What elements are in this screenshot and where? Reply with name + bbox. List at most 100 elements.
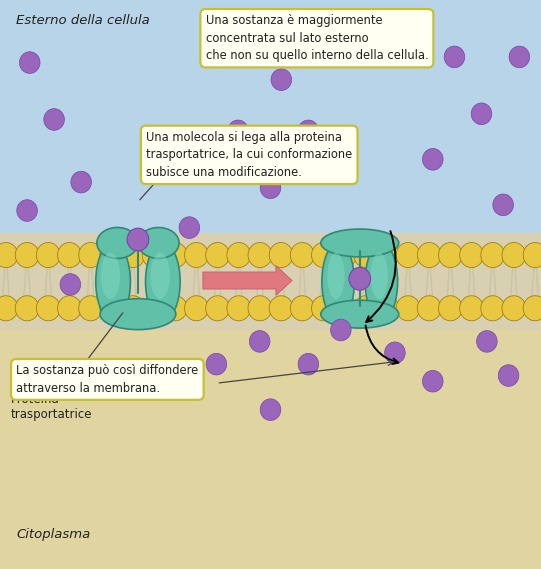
Circle shape — [269, 296, 293, 321]
Circle shape — [312, 296, 335, 321]
Circle shape — [312, 242, 335, 267]
Circle shape — [184, 242, 208, 267]
Circle shape — [17, 200, 37, 221]
Circle shape — [152, 376, 173, 398]
Circle shape — [249, 331, 270, 352]
Circle shape — [444, 46, 465, 68]
Circle shape — [100, 296, 124, 321]
Ellipse shape — [96, 243, 130, 320]
Circle shape — [349, 267, 371, 290]
Circle shape — [331, 319, 351, 341]
Circle shape — [423, 370, 443, 392]
Circle shape — [460, 242, 484, 267]
Circle shape — [100, 242, 124, 267]
Circle shape — [509, 46, 530, 68]
Circle shape — [354, 296, 378, 321]
Circle shape — [385, 342, 405, 364]
Circle shape — [260, 177, 281, 199]
Circle shape — [206, 353, 227, 375]
Circle shape — [439, 296, 463, 321]
Circle shape — [460, 296, 484, 321]
Circle shape — [417, 242, 441, 267]
Circle shape — [0, 296, 18, 321]
Ellipse shape — [371, 253, 388, 299]
Bar — [0, 282, 541, 569]
Circle shape — [184, 296, 208, 321]
Text: Citoplasma: Citoplasma — [16, 527, 90, 541]
Ellipse shape — [150, 253, 170, 299]
Circle shape — [523, 242, 541, 267]
Circle shape — [375, 296, 399, 321]
Circle shape — [206, 46, 227, 68]
Circle shape — [206, 242, 229, 267]
Circle shape — [333, 296, 357, 321]
Circle shape — [142, 242, 166, 267]
Circle shape — [396, 242, 420, 267]
Circle shape — [502, 296, 526, 321]
Text: Una sostanza è maggiormente
concentrata sul lato esterno
che non su quello inter: Una sostanza è maggiormente concentrata … — [206, 14, 428, 62]
Circle shape — [498, 365, 519, 386]
Circle shape — [375, 242, 399, 267]
Circle shape — [269, 242, 293, 267]
Circle shape — [477, 331, 497, 352]
Circle shape — [248, 296, 272, 321]
Circle shape — [333, 242, 357, 267]
Ellipse shape — [101, 253, 120, 299]
Circle shape — [354, 242, 378, 267]
Circle shape — [78, 296, 102, 321]
Circle shape — [481, 242, 505, 267]
Circle shape — [493, 194, 513, 216]
Ellipse shape — [146, 243, 180, 320]
Circle shape — [121, 296, 145, 321]
Text: La sostanza può così diffondere
attraverso la membrana.: La sostanza può così diffondere attraver… — [16, 364, 199, 395]
Ellipse shape — [327, 253, 345, 299]
Circle shape — [71, 171, 91, 193]
Circle shape — [502, 242, 526, 267]
Circle shape — [206, 296, 229, 321]
FancyArrow shape — [203, 266, 292, 295]
Ellipse shape — [365, 243, 398, 320]
Circle shape — [78, 242, 102, 267]
Circle shape — [163, 296, 187, 321]
Ellipse shape — [100, 299, 176, 329]
Circle shape — [121, 242, 145, 267]
Circle shape — [15, 242, 39, 267]
Circle shape — [179, 217, 200, 238]
Circle shape — [439, 242, 463, 267]
Ellipse shape — [321, 300, 399, 328]
Circle shape — [60, 274, 81, 295]
Circle shape — [248, 242, 272, 267]
Circle shape — [127, 228, 149, 251]
Bar — [0, 0, 541, 282]
Circle shape — [44, 109, 64, 130]
Circle shape — [423, 149, 443, 170]
Text: Esterno della cellula: Esterno della cellula — [16, 14, 150, 27]
Text: Proteina
trasportatrice: Proteina trasportatrice — [11, 313, 123, 421]
Circle shape — [163, 242, 187, 267]
Circle shape — [298, 120, 319, 142]
Ellipse shape — [97, 228, 138, 258]
Circle shape — [481, 296, 505, 321]
Circle shape — [142, 296, 166, 321]
Ellipse shape — [322, 243, 354, 320]
Text: Una molecola si lega alla proteina
trasportatrice, la cui conformazione
subisce : Una molecola si lega alla proteina trasp… — [146, 131, 352, 179]
Circle shape — [260, 399, 281, 420]
Circle shape — [36, 296, 60, 321]
Circle shape — [291, 242, 314, 267]
Ellipse shape — [321, 229, 399, 257]
Circle shape — [523, 296, 541, 321]
Circle shape — [298, 353, 319, 375]
Circle shape — [57, 296, 81, 321]
Bar — [0, 233, 541, 330]
Circle shape — [15, 296, 39, 321]
Circle shape — [396, 296, 420, 321]
Circle shape — [291, 296, 314, 321]
Ellipse shape — [138, 228, 179, 258]
Circle shape — [227, 296, 250, 321]
Circle shape — [417, 296, 441, 321]
Circle shape — [271, 69, 292, 90]
Circle shape — [57, 242, 81, 267]
Circle shape — [0, 242, 18, 267]
Circle shape — [36, 242, 60, 267]
Circle shape — [19, 52, 40, 73]
